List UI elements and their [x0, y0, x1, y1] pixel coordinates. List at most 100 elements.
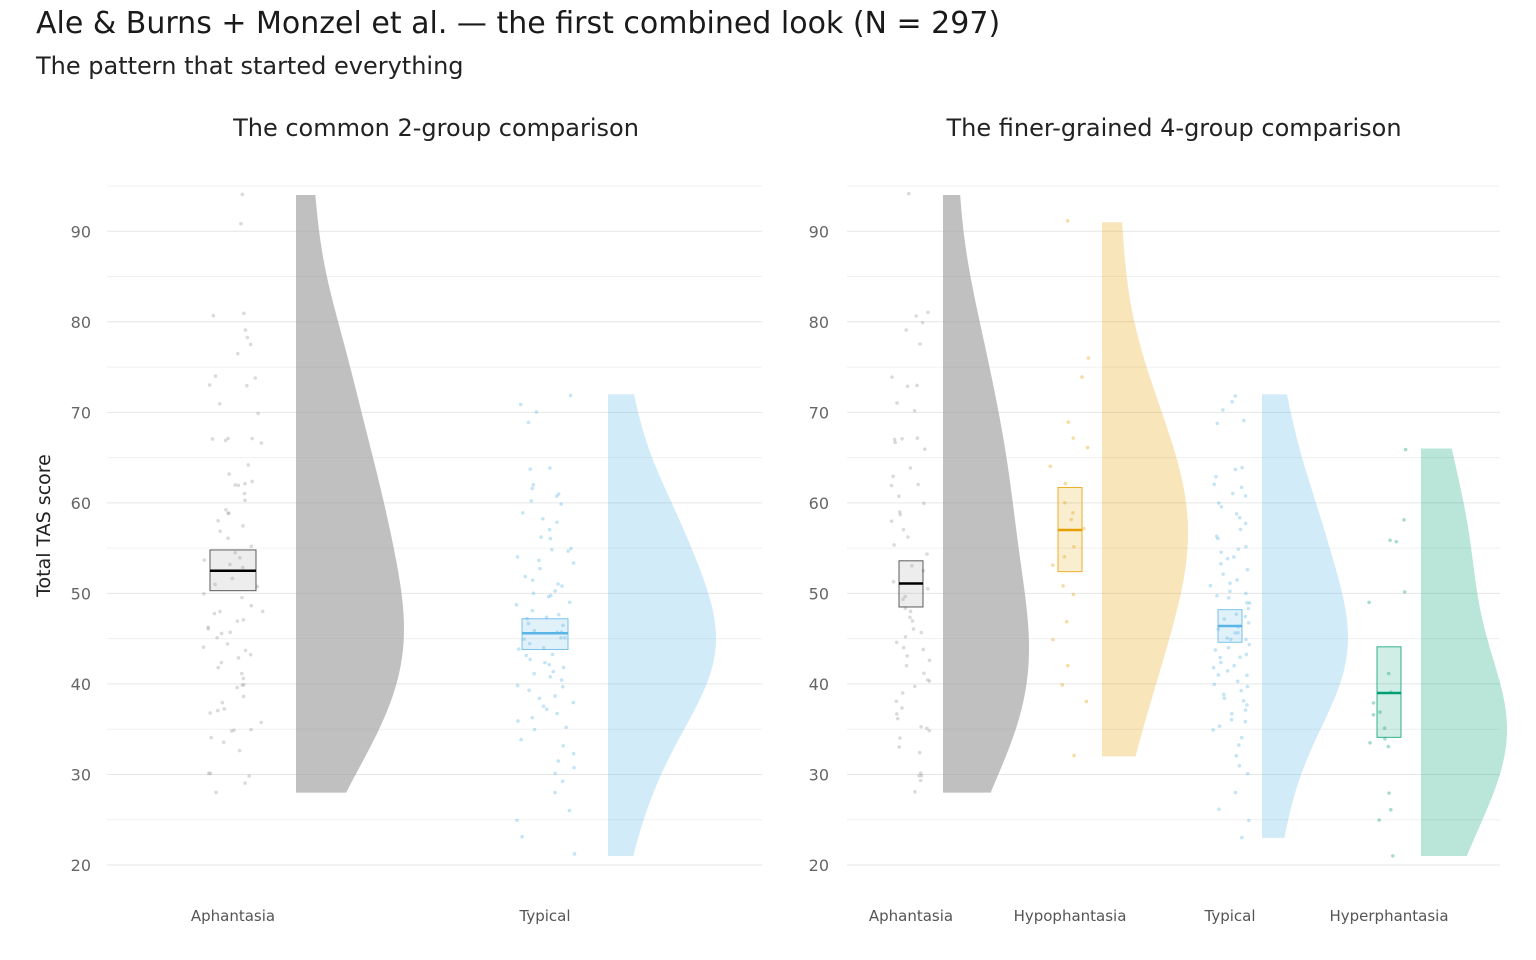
data-point: [1377, 818, 1381, 822]
data-point: [556, 492, 561, 496]
data-point: [910, 619, 915, 623]
data-point: [554, 494, 559, 498]
data-point: [1403, 447, 1408, 452]
data-point: [214, 790, 218, 795]
data-point: [1240, 835, 1244, 840]
data-point: [514, 602, 519, 607]
data-point: [529, 499, 534, 503]
data-point: [540, 516, 545, 521]
data-point: [1391, 854, 1395, 858]
data-point: [1211, 728, 1215, 732]
data-point: [213, 582, 217, 587]
data-point: [564, 725, 569, 730]
density-violin: [943, 195, 1029, 793]
group-typical: Typical: [514, 393, 716, 925]
data-point: [900, 706, 904, 710]
data-point: [917, 750, 922, 755]
data-point: [243, 648, 248, 653]
data-point: [1247, 642, 1252, 647]
data-point: [1051, 563, 1055, 567]
data-point: [568, 393, 573, 398]
data-point: [240, 683, 245, 687]
data-point: [1048, 464, 1053, 469]
data-point: [560, 584, 564, 588]
data-point: [1247, 601, 1252, 605]
data-point: [206, 627, 211, 631]
data-point: [215, 708, 220, 713]
y-tick-label: 60: [71, 494, 91, 513]
data-point: [918, 342, 922, 346]
data-point: [1051, 637, 1055, 642]
data-point: [1246, 606, 1251, 611]
data-point: [910, 563, 914, 568]
data-point: [547, 662, 552, 667]
data-point: [1219, 660, 1223, 665]
data-point: [561, 623, 565, 628]
data-point: [926, 310, 930, 315]
data-point: [216, 665, 221, 670]
data-point: [904, 663, 909, 668]
data-point: [891, 579, 896, 584]
data-point: [560, 684, 565, 689]
data-point: [921, 647, 926, 652]
data-point: [1378, 710, 1382, 714]
data-point: [1221, 692, 1226, 697]
data-point: [1233, 631, 1237, 635]
data-point: [561, 743, 566, 748]
data-point: [1064, 619, 1069, 624]
chart-subtitle: The pattern that started everything: [36, 52, 464, 80]
data-point: [235, 619, 240, 623]
data-point: [1060, 683, 1065, 687]
data-point: [237, 748, 242, 753]
data-point: [544, 707, 549, 712]
chart-panel-2: 20 30 40 50 60 70 80 90 The finer-grained 4-grou…: [809, 114, 1507, 925]
data-point: [892, 437, 897, 442]
data-point: [201, 645, 206, 649]
data-point: [1367, 600, 1371, 605]
data-point: [905, 654, 909, 658]
data-point: [914, 314, 918, 318]
data-point: [1219, 561, 1223, 566]
data-point: [1245, 703, 1249, 707]
data-point: [1215, 421, 1220, 426]
data-point: [1232, 663, 1236, 668]
data-point: [1063, 481, 1068, 486]
data-point: [213, 374, 218, 378]
data-point: [1235, 679, 1240, 684]
data-point: [528, 657, 532, 662]
data-point: [1239, 688, 1244, 693]
data-point: [211, 313, 216, 318]
data-point: [1086, 356, 1091, 360]
x-category-label: Hyperphantasia: [1329, 907, 1448, 925]
data-point: [226, 436, 230, 441]
data-point: [527, 641, 532, 646]
data-point: [226, 511, 230, 516]
data-point: [206, 625, 210, 630]
data-point: [534, 410, 539, 414]
data-point: [544, 615, 549, 619]
group-typical: Typical: [1204, 394, 1348, 925]
data-point: [241, 618, 246, 622]
data-point: [901, 527, 906, 532]
data-point: [1382, 726, 1387, 730]
data-point: [1071, 592, 1076, 597]
y-tick-label: 30: [809, 765, 829, 784]
data-point: [894, 699, 899, 704]
data-point: [207, 383, 212, 387]
data-point: [240, 671, 244, 676]
y-tick-label: 80: [71, 313, 91, 332]
data-point: [1226, 596, 1231, 600]
data-point: [1237, 763, 1242, 768]
data-point: [560, 779, 565, 784]
y-tick-label: 50: [809, 584, 829, 603]
data-point: [1371, 712, 1376, 717]
y-tick-label: 70: [71, 403, 91, 422]
data-point: [556, 582, 560, 586]
data-point: [1217, 724, 1222, 728]
data-point: [1061, 583, 1065, 588]
data-point: [245, 335, 250, 340]
data-point: [532, 727, 537, 732]
data-point: [1240, 465, 1244, 470]
data-point: [922, 501, 926, 506]
data-point: [1237, 743, 1241, 747]
